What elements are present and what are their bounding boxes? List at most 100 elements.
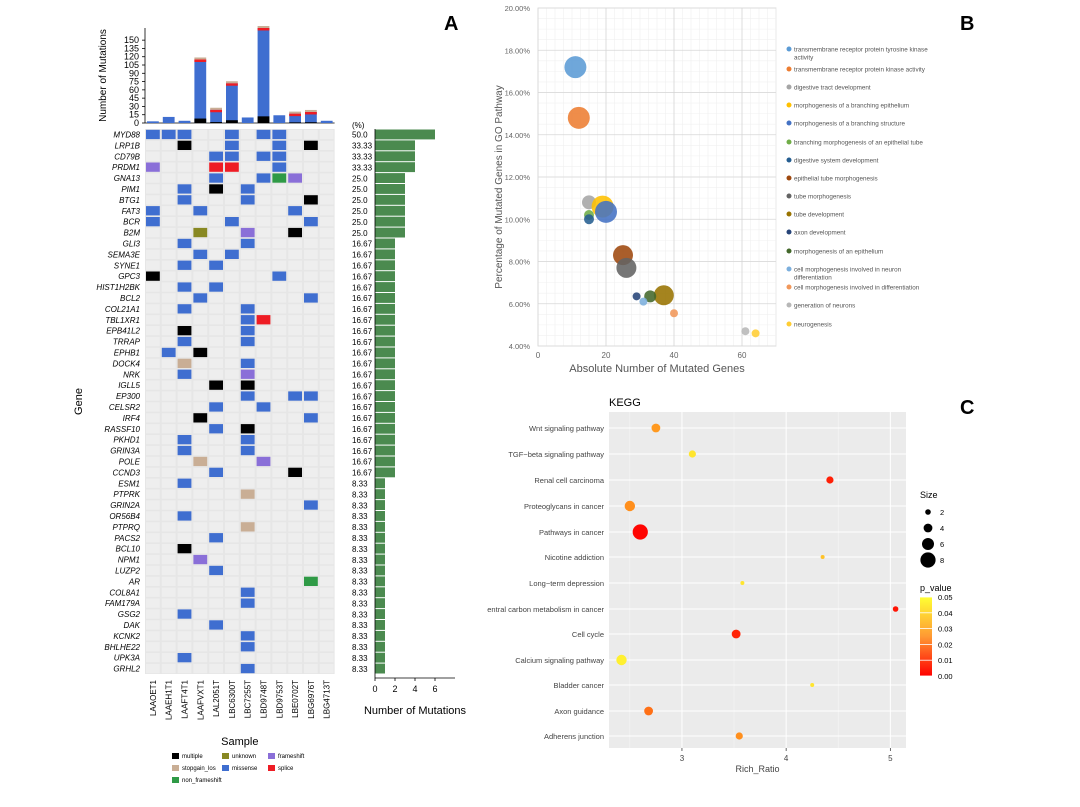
oncoprint-empty-cell (319, 554, 334, 565)
oncoprint-empty-cell (146, 238, 160, 249)
oncoprint-empty-cell (225, 663, 239, 674)
oncoprint-empty-cell (304, 435, 318, 445)
gene-count-bar (375, 598, 385, 609)
gene-count-bar (375, 652, 385, 663)
oncoprint-empty-cell (146, 598, 160, 608)
go-legend-marker (786, 321, 792, 327)
go-legend-marker (786, 66, 792, 72)
gene-label: GRIN3A (110, 447, 140, 456)
gene-count-bar (375, 609, 385, 619)
oncoprint-empty-cell (319, 249, 334, 259)
right-bar-x-label: Number of Mutations (364, 705, 467, 717)
oncoprint-empty-cell (177, 522, 192, 532)
oncoprint-empty-cell (288, 271, 302, 281)
oncoprint-mutation-cell (146, 162, 160, 172)
gene-count-bar (375, 641, 385, 652)
oncoprint-empty-cell (288, 609, 302, 619)
oncoprint-mutation-cell (272, 173, 287, 183)
oncoprint-empty-cell (288, 402, 302, 412)
oncoprint-empty-cell (240, 467, 255, 477)
oncoprint-empty-cell (161, 467, 176, 477)
oncoprint-empty-cell (288, 533, 302, 543)
oncoprint-empty-cell (256, 478, 271, 488)
kegg-term-label: Long−term depression (529, 579, 604, 588)
go-legend-label: transmembrane receptor protein kinase ac… (794, 67, 926, 74)
oncoprint-empty-cell (319, 478, 334, 488)
oncoprint-empty-cell (209, 511, 223, 521)
oncoprint-empty-cell (256, 587, 271, 597)
size-legend-marker (923, 523, 933, 533)
oncoprint-empty-cell (161, 326, 176, 336)
color-legend-label: 0.03 (938, 625, 953, 634)
oncoprint-empty-cell (161, 271, 176, 281)
oncoprint-empty-cell (146, 478, 160, 488)
oncoprint-empty-cell (272, 631, 287, 641)
go-legend-marker (786, 266, 792, 272)
oncoprint-empty-cell (272, 598, 287, 608)
gene-axis-label: Gene (73, 388, 85, 415)
oncoprint-empty-cell (161, 162, 176, 172)
gene-label: EPHB1 (114, 349, 140, 358)
oncoprint-mutation-cell (272, 129, 287, 140)
oncoprint-empty-cell (304, 620, 318, 630)
oncoprint-empty-cell (161, 402, 176, 412)
oncoprint-mutation-cell (240, 336, 255, 347)
sample-axis-label: Sample (221, 736, 258, 748)
oncoprint-mutation-cell (209, 162, 223, 172)
oncoprint-empty-cell (193, 195, 208, 205)
oncoprint-empty-cell (272, 358, 287, 368)
gene-count-bar (375, 412, 395, 423)
oncoprint-empty-cell (288, 162, 302, 172)
oncoprint-empty-cell (177, 391, 192, 401)
gene-label: TRRAP (113, 338, 141, 347)
go-bubble (639, 297, 648, 306)
oncoprint-empty-cell (225, 478, 239, 488)
go-bubble (595, 200, 617, 223)
mutation-legend-label: multiple (182, 754, 203, 760)
oncoprint-empty-cell (304, 456, 318, 467)
oncoprint-empty-cell (272, 293, 287, 303)
oncoprint-empty-cell (177, 162, 192, 172)
gene-count-bar (375, 478, 385, 489)
oncoprint-mutation-cell (240, 326, 255, 336)
gene-label: CD79B (114, 152, 140, 161)
oncoprint-empty-cell (256, 184, 271, 194)
oncoprint-empty-cell (209, 445, 223, 456)
oncoprint-empty-cell (256, 663, 271, 674)
percent-label: 16.67 (352, 240, 373, 249)
oncoprint-mutation-cell (288, 391, 302, 401)
oncoprint-empty-cell (161, 533, 176, 543)
go-bubble (632, 292, 641, 301)
oncoprint-empty-cell (177, 206, 192, 216)
oncoprint-empty-cell (256, 424, 271, 434)
oncoprint-empty-cell (161, 391, 176, 401)
oncoprint-empty-cell (193, 565, 208, 576)
oncoprint-empty-cell (288, 456, 302, 467)
top-bar-tick-label: 120 (124, 52, 139, 62)
oncoprint-empty-cell (177, 380, 192, 390)
oncoprint-empty-cell (193, 511, 208, 521)
oncoprint-mutation-cell (304, 195, 318, 205)
go-legend-label: cell morphogenesis involved in different… (794, 285, 920, 292)
oncoprint-empty-cell (146, 315, 160, 325)
top-bar-multiple-segment (210, 122, 222, 123)
oncoprint-empty-cell (146, 293, 160, 303)
gene-label: SEMA3E (108, 250, 141, 259)
oncoprint-mutation-cell (177, 544, 192, 554)
right-bar-tick-label: 2 (392, 684, 397, 694)
oncoprint-empty-cell (177, 173, 192, 183)
oncoprint-empty-cell (193, 238, 208, 249)
oncoprint-empty-cell (256, 642, 271, 652)
oncoprint-empty-cell (161, 184, 176, 194)
percent-label: 50.0 (352, 131, 368, 140)
oncoprint-empty-cell (319, 522, 334, 532)
oncoprint-empty-cell (240, 162, 255, 172)
oncoprint-empty-cell (225, 565, 239, 576)
oncoprint-grid (145, 129, 335, 674)
percent-label: 16.67 (352, 371, 373, 380)
oncoprint-empty-cell (304, 544, 318, 554)
oncoprint-empty-cell (161, 435, 176, 445)
oncoprint-empty-cell (146, 195, 160, 205)
oncoprint-empty-cell (272, 195, 287, 205)
top-bar (241, 117, 254, 123)
